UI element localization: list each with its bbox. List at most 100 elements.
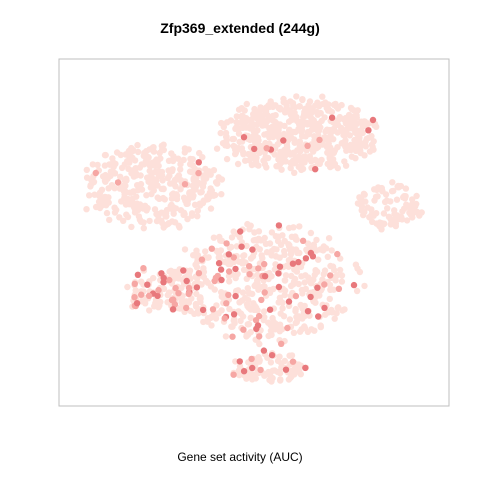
scatter-point (401, 206, 407, 212)
scatter-point (117, 174, 123, 180)
scatter-point (147, 168, 153, 174)
scatter-point (233, 119, 239, 125)
scatter-point (218, 266, 224, 272)
scatter-point (270, 113, 276, 119)
scatter-point (282, 277, 288, 283)
scatter-point (290, 224, 296, 230)
scatter-point (321, 114, 327, 120)
scatter-point (244, 303, 250, 309)
scatter-point (264, 249, 270, 255)
scatter-point (327, 127, 333, 133)
scatter-point (84, 175, 90, 181)
scatter-point (108, 168, 114, 174)
scatter-point (361, 191, 367, 197)
scatter-point (139, 186, 145, 192)
scatter-point (194, 284, 200, 290)
scatter-point (131, 294, 137, 300)
scatter-point (298, 371, 304, 377)
scatter-point (192, 186, 198, 192)
scatter-point (339, 307, 345, 313)
scatter-point (222, 259, 228, 265)
scatter-point (262, 273, 268, 279)
scatter-point (246, 271, 252, 277)
scatter-point (281, 313, 287, 319)
scatter-point (382, 199, 388, 205)
scatter-point (281, 248, 287, 254)
scatter-point (327, 296, 333, 302)
scatter-point (264, 145, 270, 151)
scatter-point (251, 229, 257, 235)
scatter-point (279, 159, 285, 165)
scatter-point (226, 268, 232, 274)
scatter-point (134, 142, 140, 148)
scatter-point (146, 307, 152, 313)
scatter-point (290, 261, 296, 267)
scatter-point (181, 211, 187, 217)
scatter-point (327, 287, 333, 293)
scatter-point (254, 280, 260, 286)
scatter-point (161, 147, 167, 153)
scatter-point (265, 333, 271, 339)
scatter-point (281, 152, 287, 158)
scatter-point (271, 246, 277, 252)
scatter-point (250, 253, 256, 259)
scatter-point (368, 133, 374, 139)
scatter-point (409, 202, 415, 208)
scatter-point (269, 375, 275, 381)
scatter-point (261, 131, 267, 137)
scatter-point (251, 146, 257, 152)
scatter-point (386, 214, 392, 220)
scatter-point (384, 205, 390, 211)
scatter-point (131, 173, 137, 179)
scatter-point (315, 313, 321, 319)
scatter-point (165, 221, 171, 227)
scatter-point (196, 270, 202, 276)
scatter-point (256, 359, 262, 365)
scatter-point (354, 132, 360, 138)
scatter-point (298, 302, 304, 308)
scatter-point (166, 277, 172, 283)
scatter-point (136, 213, 142, 219)
scatter-point (138, 292, 144, 298)
scatter-point (287, 98, 293, 104)
scatter-point (299, 127, 305, 133)
scatter-point (193, 248, 199, 254)
scatter-point (150, 144, 156, 150)
scatter-point (93, 204, 99, 210)
scatter-point (97, 190, 103, 196)
scatter-point (111, 185, 117, 191)
scatter-point (261, 308, 267, 314)
scatter-point (361, 152, 367, 158)
scatter-point (222, 141, 228, 147)
scatter-point (257, 367, 263, 373)
scatter-point (255, 135, 261, 141)
scatter-point (282, 358, 288, 364)
scatter-point (260, 158, 266, 164)
scatter-point (273, 253, 279, 259)
scatter-point (223, 133, 229, 139)
scatter-point (229, 334, 235, 340)
scatter-point (413, 193, 419, 199)
scatter-point (275, 238, 281, 244)
scatter-point (112, 161, 118, 167)
scatter-point (299, 315, 305, 321)
scatter-point (177, 161, 183, 167)
scatter-point (304, 143, 310, 149)
scatter-point (348, 105, 354, 111)
scatter-point (277, 264, 283, 270)
scatter-point (260, 284, 266, 290)
scatter-point (229, 136, 235, 142)
scatter-point (294, 250, 300, 256)
scatter-point (245, 297, 251, 303)
scatter-point (314, 109, 320, 115)
scatter-point (277, 377, 283, 383)
scatter-point (306, 156, 312, 162)
scatter-point (319, 94, 325, 100)
scatter-point (389, 179, 395, 185)
scatter-point (276, 299, 282, 305)
scatter-point (343, 148, 349, 154)
scatter-point (165, 167, 171, 173)
scatter-point (232, 151, 238, 157)
scatter-point (367, 148, 373, 154)
